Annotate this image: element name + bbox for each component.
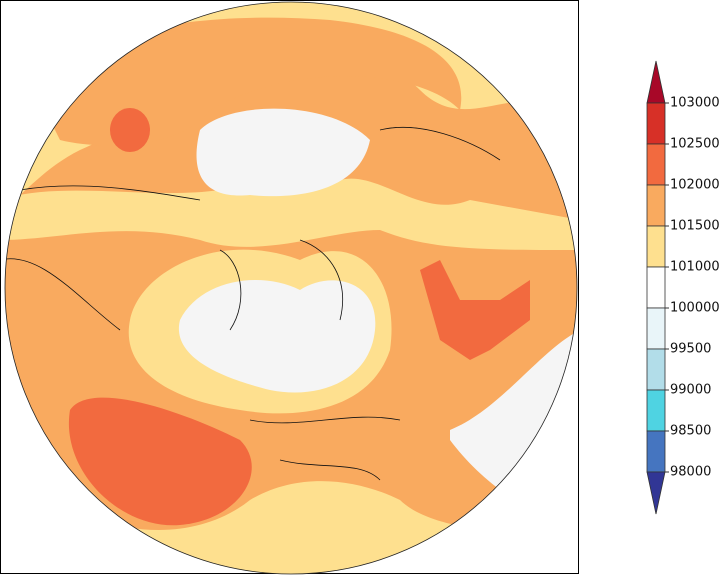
- colorbar-label: 102500: [670, 137, 720, 152]
- colorbar-arrow-bottom: [646, 471, 666, 515]
- colorbar-box: [646, 430, 666, 473]
- colorbar-label: 99000: [670, 383, 711, 398]
- colorbar-box: [646, 143, 666, 186]
- colorbar: 103000 102500 102000 101500 101000 100000 9950…: [646, 60, 720, 515]
- colorbar-label: 102000: [670, 178, 720, 193]
- colorbar-label: 101500: [670, 219, 720, 234]
- colorbar-label: 98000: [670, 465, 711, 480]
- colorbar-box: [646, 184, 666, 227]
- globe-edge: [4, 1, 578, 575]
- colorbar-box: [646, 266, 666, 309]
- colorbar-arrow-top: [646, 60, 666, 104]
- colorbar-label: 99500: [670, 342, 711, 357]
- colorbar-label: 100000: [670, 301, 720, 316]
- colorbar-box: [646, 225, 666, 268]
- colorbar-box: [646, 348, 666, 391]
- map: [5, 2, 577, 574]
- colorbar-box: [646, 307, 666, 350]
- colorbar-label: 103000: [670, 96, 720, 111]
- colorbar-box: [646, 389, 666, 432]
- colorbar-label: 101000: [670, 260, 720, 275]
- colorbar-box: [646, 102, 666, 145]
- colorbar-label: 98500: [670, 424, 711, 439]
